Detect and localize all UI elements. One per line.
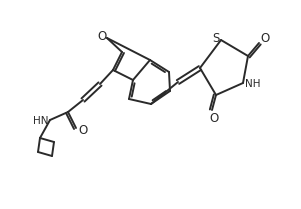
Text: NH: NH xyxy=(245,79,261,89)
Text: S: S xyxy=(212,33,220,46)
Text: O: O xyxy=(260,33,270,46)
Text: O: O xyxy=(209,111,219,125)
Text: O: O xyxy=(98,29,107,42)
Text: O: O xyxy=(78,125,88,138)
Text: HN: HN xyxy=(33,116,49,126)
